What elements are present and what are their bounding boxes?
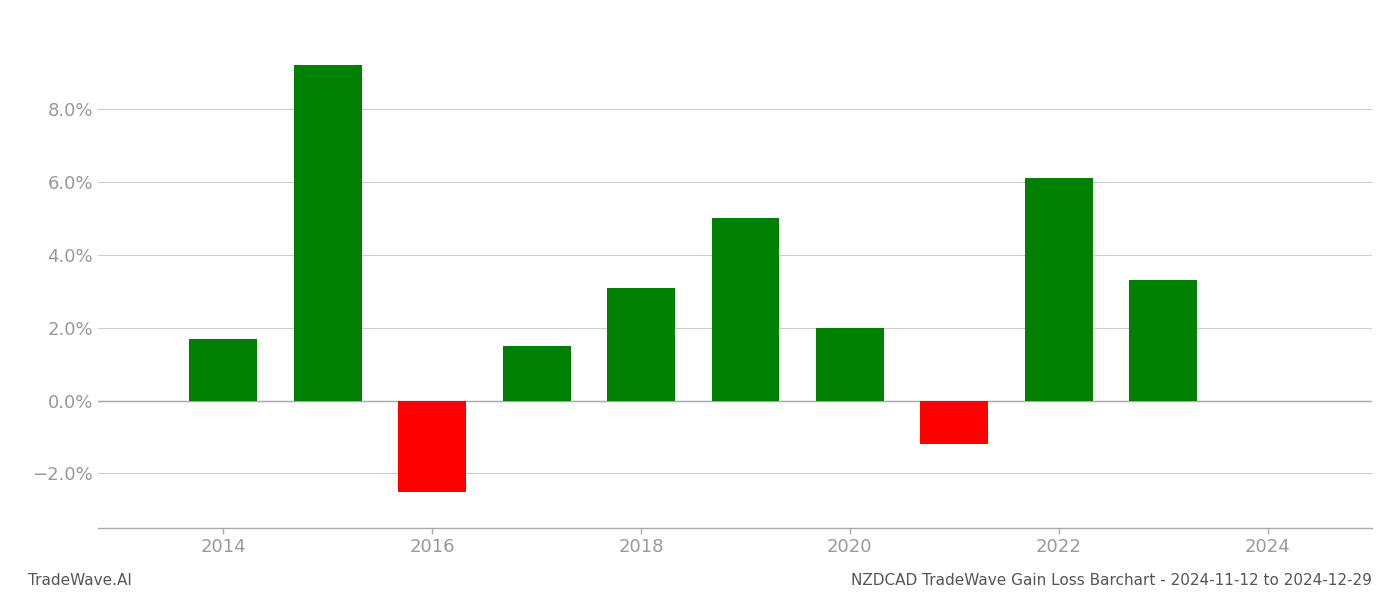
Bar xyxy=(398,401,466,491)
Bar xyxy=(189,338,258,401)
Text: NZDCAD TradeWave Gain Loss Barchart - 2024-11-12 to 2024-12-29: NZDCAD TradeWave Gain Loss Barchart - 20… xyxy=(851,573,1372,588)
Bar xyxy=(1025,178,1092,401)
Bar xyxy=(920,401,988,444)
Bar xyxy=(294,65,361,401)
Bar xyxy=(816,328,883,401)
Bar xyxy=(711,218,780,401)
Bar xyxy=(503,346,571,401)
Bar xyxy=(1130,280,1197,401)
Bar xyxy=(608,287,675,401)
Text: TradeWave.AI: TradeWave.AI xyxy=(28,573,132,588)
